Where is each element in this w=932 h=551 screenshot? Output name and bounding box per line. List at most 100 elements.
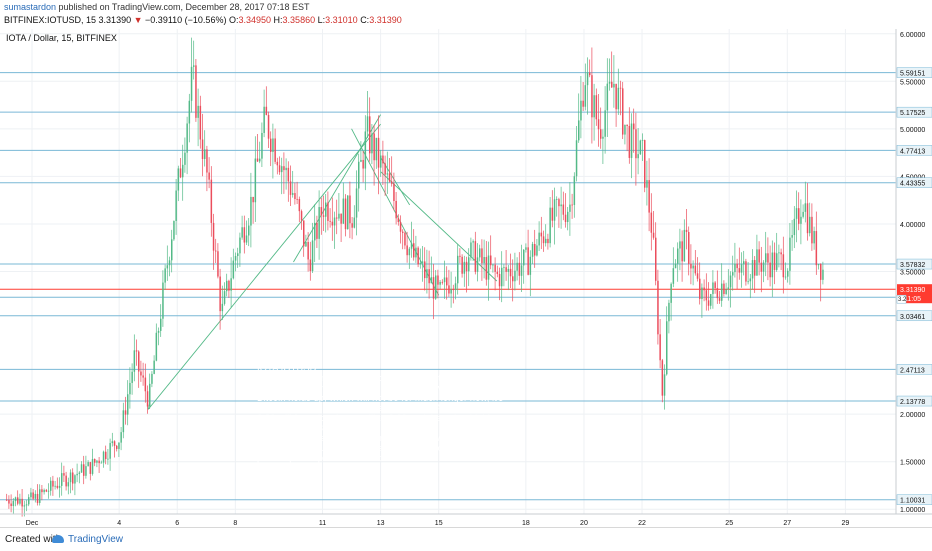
candle bbox=[787, 268, 789, 283]
candle bbox=[186, 116, 188, 175]
candle-body bbox=[635, 129, 637, 159]
candle-body bbox=[276, 161, 279, 166]
candle bbox=[210, 166, 213, 237]
trendline[interactable] bbox=[322, 123, 381, 196]
candle-body bbox=[184, 152, 186, 165]
candle-body bbox=[424, 261, 426, 279]
candle bbox=[285, 158, 287, 190]
candle bbox=[644, 139, 646, 193]
candle bbox=[309, 241, 312, 281]
candle bbox=[232, 248, 235, 280]
candle-body bbox=[560, 204, 562, 207]
candle-body bbox=[292, 193, 294, 195]
candle-body bbox=[714, 282, 716, 289]
candle bbox=[41, 484, 43, 501]
candle bbox=[50, 477, 52, 496]
candle-body bbox=[613, 83, 615, 88]
candle bbox=[292, 170, 294, 198]
candle bbox=[798, 192, 800, 231]
candle-body bbox=[314, 222, 316, 241]
candle bbox=[107, 448, 109, 465]
candle-body bbox=[129, 382, 131, 395]
candle-body bbox=[131, 371, 133, 383]
candle bbox=[164, 264, 166, 290]
price-marker-box bbox=[896, 294, 907, 304]
candle bbox=[611, 51, 613, 88]
candle bbox=[751, 249, 754, 290]
candle bbox=[514, 252, 516, 291]
candle-body bbox=[153, 360, 155, 374]
candle bbox=[648, 158, 650, 232]
candle-body bbox=[756, 249, 758, 276]
candle bbox=[608, 58, 611, 91]
candle-body bbox=[674, 263, 677, 269]
candle bbox=[294, 182, 296, 205]
candle-body bbox=[784, 276, 787, 278]
tradingview-logo[interactable]: TradingView bbox=[52, 534, 123, 545]
candle-body bbox=[747, 281, 749, 283]
candle-body bbox=[329, 220, 331, 222]
y-tick-label: 5.50000 bbox=[900, 79, 925, 86]
candle bbox=[177, 165, 180, 202]
x-tick-label: 18 bbox=[522, 520, 530, 527]
candle-body bbox=[23, 505, 26, 507]
candle-body bbox=[558, 199, 560, 207]
candle bbox=[782, 236, 785, 294]
candle bbox=[811, 203, 813, 251]
candle-body bbox=[648, 180, 650, 213]
candle bbox=[619, 80, 622, 116]
candle-body bbox=[353, 217, 356, 228]
candle-body bbox=[758, 249, 760, 263]
candle bbox=[408, 246, 411, 269]
candle bbox=[278, 156, 281, 175]
candle-body bbox=[204, 149, 206, 160]
candle bbox=[96, 459, 98, 468]
candle-body bbox=[617, 87, 620, 110]
candle bbox=[402, 229, 404, 250]
candle-body bbox=[622, 88, 624, 135]
candle bbox=[472, 239, 474, 261]
price-chart[interactable]: 1.000001.500002.000003.500004.000004.500… bbox=[0, 29, 932, 527]
candle-body bbox=[443, 277, 446, 283]
candle bbox=[380, 149, 382, 177]
candle-body bbox=[470, 242, 472, 258]
candle-body bbox=[551, 207, 554, 221]
candle bbox=[67, 477, 70, 495]
candle bbox=[674, 259, 677, 269]
candle-body bbox=[505, 267, 507, 272]
candle-body bbox=[219, 276, 221, 312]
candle-body bbox=[685, 229, 688, 232]
open-label: O: bbox=[228, 15, 239, 25]
candle bbox=[153, 355, 155, 375]
level-label: 4.43355 bbox=[900, 181, 925, 188]
candle bbox=[538, 221, 540, 252]
candle bbox=[74, 474, 76, 496]
publisher-username[interactable]: sumastardon bbox=[4, 2, 57, 12]
candle-body bbox=[344, 198, 347, 230]
candle bbox=[89, 461, 92, 481]
candle-body bbox=[630, 123, 633, 158]
candle bbox=[633, 108, 635, 153]
candle bbox=[437, 269, 439, 299]
candle-body bbox=[441, 281, 444, 283]
candle-body bbox=[751, 260, 754, 279]
candle-body bbox=[600, 129, 602, 139]
trendline[interactable] bbox=[147, 195, 323, 410]
candle bbox=[490, 235, 492, 270]
candle-body bbox=[729, 275, 732, 288]
candle-body bbox=[525, 247, 527, 250]
candle-body bbox=[696, 273, 699, 279]
candle bbox=[635, 112, 637, 186]
candle bbox=[615, 83, 617, 127]
candle-body bbox=[547, 238, 549, 244]
candles bbox=[6, 37, 824, 517]
candle bbox=[417, 246, 419, 268]
candle bbox=[760, 246, 763, 293]
level-label-box bbox=[896, 310, 932, 322]
candle-body bbox=[633, 123, 635, 130]
candle bbox=[443, 260, 446, 299]
candle bbox=[767, 237, 769, 281]
candle-body bbox=[659, 334, 661, 361]
candle-body bbox=[149, 383, 151, 407]
candle bbox=[723, 280, 725, 297]
